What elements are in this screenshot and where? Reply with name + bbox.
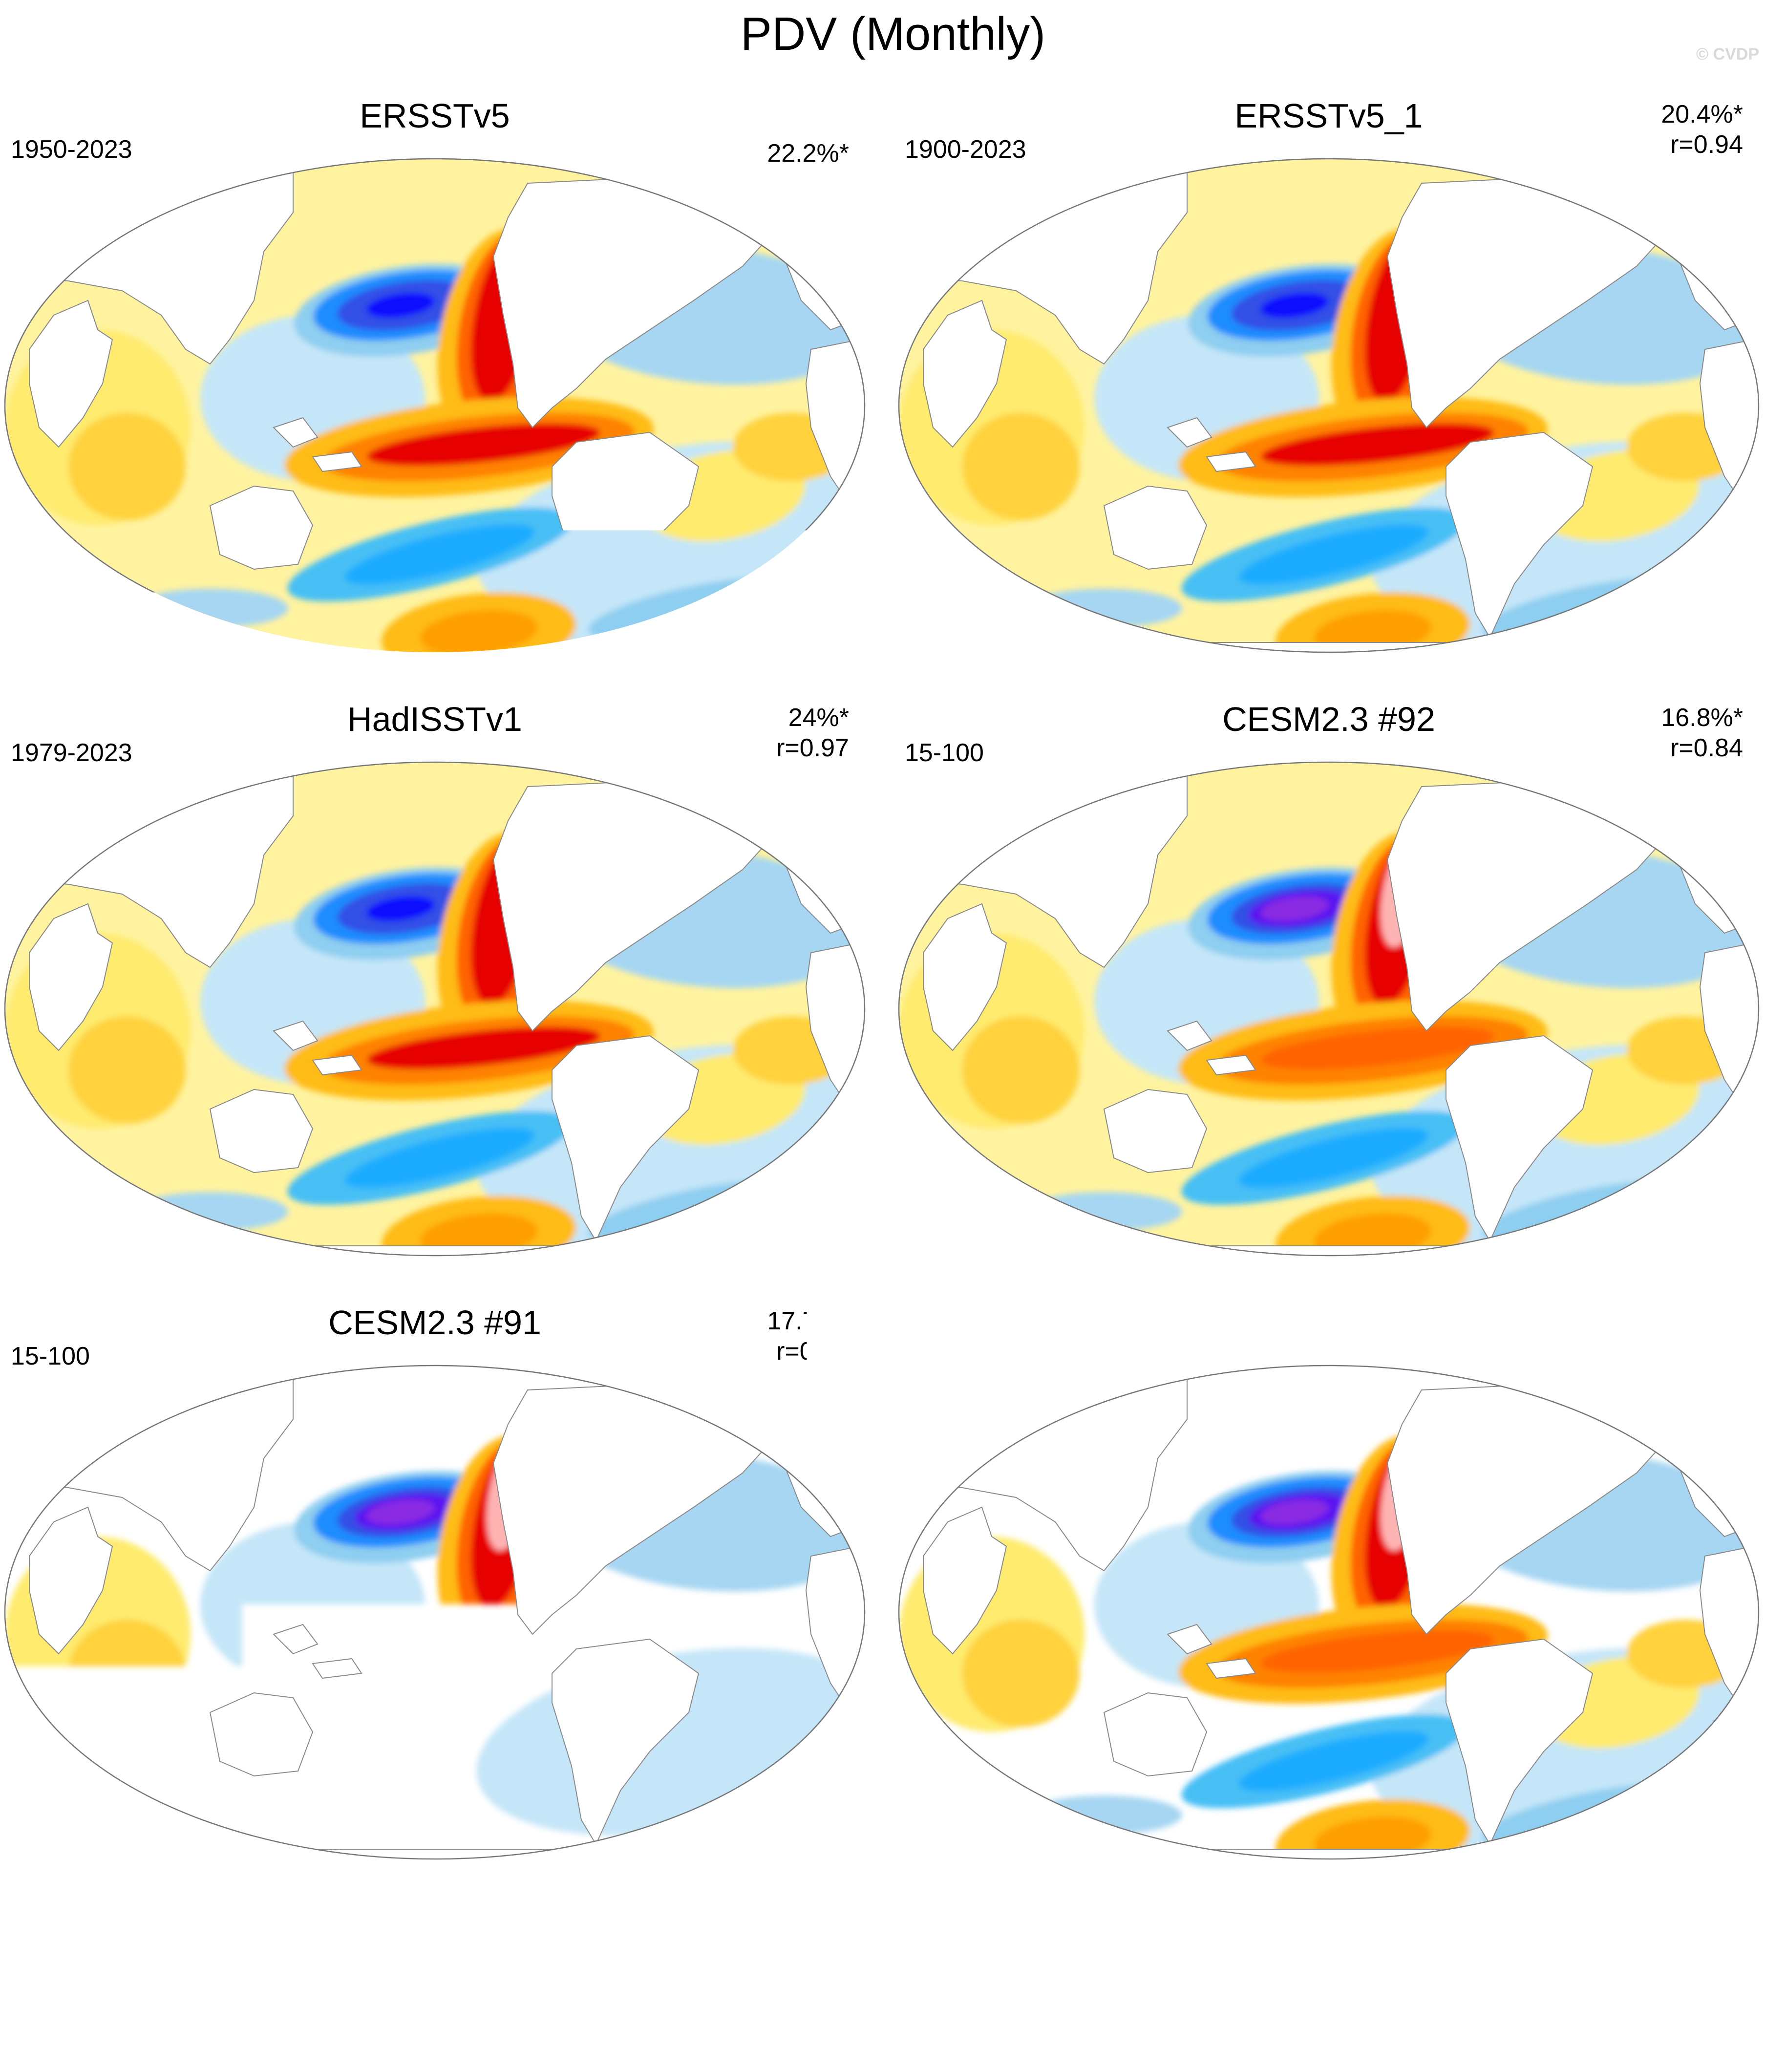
colorbar-tick-label: -0.1 bbox=[778, 1982, 839, 2021]
colorbar-tick-label: -0.4 bbox=[450, 1982, 511, 2021]
sst-anomaly-map bbox=[0, 154, 870, 657]
colorbar-tick-label: 0.2 bbox=[1111, 1982, 1160, 2021]
map-panel: CESM2.3 #91 15-100 17.7%* r=0.81 bbox=[0, 1302, 870, 1864]
colorbar-swatch bbox=[617, 1944, 672, 1979]
colorbar-swatch bbox=[1163, 1944, 1218, 1979]
colorbar-tick-label: 0.3 bbox=[1221, 1982, 1270, 2021]
colorbar-swatch bbox=[1273, 1944, 1327, 1979]
explained-variance: 17.7%* bbox=[767, 1306, 849, 1336]
colorbar-tick-label: 0 bbox=[908, 1982, 927, 2021]
colorbar-swatch bbox=[181, 1944, 235, 1979]
figure-title: PDV (Monthly) bbox=[0, 5, 1786, 64]
panel-stats: 17.7%* r=0.81 bbox=[767, 1306, 849, 1367]
colorbar-swatch bbox=[399, 1944, 454, 1979]
panel-title: CESM2.3 #92 bbox=[894, 699, 1764, 740]
colorbar-swatch bbox=[454, 1944, 509, 1979]
colorbar-swatch bbox=[781, 1944, 836, 1979]
map-panel: ERSSTv5_1 1900-2023 20.4%* r=0.94 bbox=[894, 95, 1764, 657]
panel-stats: 19.3%* r=0.80 bbox=[1661, 1306, 1743, 1367]
explained-variance: 20.4%* bbox=[1661, 99, 1743, 129]
sst-anomaly-map bbox=[894, 154, 1764, 657]
colorbar-tick-label: 0.1 bbox=[1002, 1982, 1051, 2021]
colorbar-swatch bbox=[1054, 1944, 1109, 1979]
panel-title: ERSSTv5_1 bbox=[894, 95, 1764, 136]
panel-title: ERSSTv5 bbox=[0, 95, 870, 136]
panel-stats: 24%* r=0.97 bbox=[776, 703, 849, 763]
colorbar-swatch bbox=[999, 1944, 1054, 1979]
colorbar-tick-label: -0.5 bbox=[341, 1982, 402, 2021]
colorbar-swatch bbox=[563, 1944, 617, 1979]
colorbar-swatch bbox=[1327, 1944, 1382, 1979]
colorbar-unit: C bbox=[880, 2029, 907, 2070]
colorbar-tick-label: 0.5 bbox=[1439, 1982, 1488, 2021]
panel-title: CESM2.3 #82b bbox=[894, 1302, 1764, 1343]
sst-anomaly-map bbox=[0, 757, 870, 1260]
colorbar-swatch bbox=[1382, 1944, 1436, 1979]
panel-stats: 20.4%* r=0.94 bbox=[1661, 99, 1743, 160]
colorbar-swatch bbox=[1491, 1944, 1546, 1979]
map-panel: CESM2.3 #92 15-100 16.8%* r=0.84 bbox=[894, 699, 1764, 1260]
panel-title: HadISSTv1 bbox=[0, 699, 870, 740]
colorbar-swatch bbox=[344, 1944, 399, 1979]
sst-anomaly-map bbox=[894, 757, 1764, 1260]
map-panel: HadISSTv1 1979-2023 24%* r=0.97 bbox=[0, 699, 870, 1260]
panel-title: CESM2.3 #91 bbox=[0, 1302, 870, 1343]
map-panel: ERSSTv5 1950-2023 22.2%* bbox=[0, 95, 870, 657]
colorbar-swatch bbox=[1545, 1944, 1600, 1979]
watermark: © CVDP bbox=[1696, 45, 1759, 64]
colorbar-swatch bbox=[891, 1944, 945, 1979]
colorbar-swatch bbox=[290, 1944, 344, 1979]
colorbar-swatch bbox=[726, 1944, 781, 1979]
colorbar-swatch bbox=[672, 1944, 727, 1979]
sst-anomaly-map bbox=[894, 1361, 1764, 1864]
explained-variance: 24%* bbox=[776, 703, 849, 733]
colorbar: -0.6 -0.5 -0.4 -0.3 -0.2 -0.1 0 0.1 0.2 0.3 0.4 0.5… bbox=[0, 1940, 1786, 2072]
colorbar-tick-label: -0.3 bbox=[560, 1982, 620, 2021]
colorbar-tick-label: 0.6 bbox=[1548, 1982, 1597, 2021]
colorbar-swatch bbox=[1218, 1944, 1273, 1979]
map-panel: CESM2.3 #82b 1-61 19.3%* r=0.80 bbox=[894, 1302, 1764, 1864]
colorbar-tick-label: -0.6 bbox=[233, 1982, 293, 2021]
explained-variance: 19.3%* bbox=[1661, 1306, 1743, 1336]
panel-stats: 16.8%* r=0.84 bbox=[1661, 703, 1743, 763]
colorbar-swatch bbox=[1436, 1944, 1491, 1979]
colorbar-swatch bbox=[508, 1944, 563, 1979]
colorbar-swatch bbox=[945, 1944, 999, 1979]
explained-variance: 16.8%* bbox=[1661, 703, 1743, 733]
colorbar-swatch bbox=[836, 1944, 891, 1979]
sst-anomaly-map bbox=[0, 1361, 870, 1864]
colorbar-swatch bbox=[235, 1944, 290, 1979]
colorbar-tick-label: 0.4 bbox=[1330, 1982, 1379, 2021]
colorbar-tick-label: -0.2 bbox=[669, 1982, 729, 2021]
colorbar-swatch bbox=[1108, 1944, 1163, 1979]
